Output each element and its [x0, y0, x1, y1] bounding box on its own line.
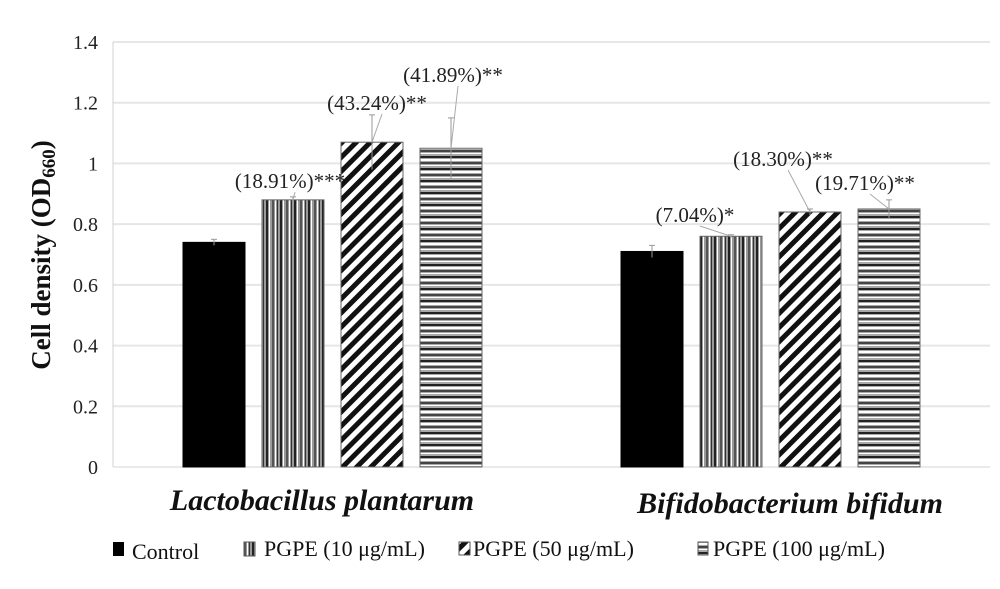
y-tick-label: 0.2: [73, 396, 98, 418]
bar-diagonal-0: [340, 141, 404, 468]
legend-item-pgpe-100: PGPE (100 μg/mL): [697, 536, 885, 561]
legend-item-pgpe-10: PGPE (10 μg/mL): [243, 536, 425, 561]
legend-label-pgpe-50: PGPE (50 μg/mL): [473, 536, 634, 561]
y-axis-label: Cell density (OD660): [26, 140, 60, 370]
category-label-lactobacillus: Lactobacillus plantarum: [169, 484, 474, 517]
bar-solid-0: [182, 241, 246, 468]
y-tick-label: 0: [88, 457, 98, 479]
bar-annotation: (7.04%)*: [656, 203, 735, 227]
y-tick-label: 1.4: [73, 32, 98, 54]
bar-vertical-1: [699, 235, 763, 468]
annotation-leader: [699, 225, 732, 237]
y-tick-label: 0.6: [73, 275, 98, 297]
legend-item-pgpe-50: PGPE (50 μg/mL): [458, 536, 634, 561]
annotation-leader: [787, 169, 811, 213]
y-tick-label: 0.8: [73, 214, 98, 236]
annotation-leader: [869, 193, 890, 210]
annotation-leader: [292, 191, 296, 200]
bar-solid-1: [620, 250, 684, 468]
legend-label-pgpe-10: PGPE (10 μg/mL): [264, 536, 425, 561]
bar-diagonal-1: [778, 211, 842, 468]
legend-item-control: Control: [113, 539, 199, 564]
bar-vertical-0: [261, 199, 325, 468]
bar-annotation: (18.30%)**: [733, 147, 833, 171]
y-tick-label: 1.2: [73, 93, 98, 115]
category-label-bifidobacterium: Bifidobacterium bifidum: [636, 487, 943, 520]
bar-annotation: (43.24%)**: [327, 91, 427, 115]
y-axis-ticks: 0 0.2 0.4 0.6 0.8 1 1.2 1.4: [73, 32, 98, 479]
legend-label-control: Control: [132, 539, 199, 564]
legend: Control PGPE (10 μg/mL) PGPE (50 μg/mL) …: [113, 536, 885, 564]
bar-annotation: (41.89%)**: [403, 63, 503, 87]
legend-swatch-pgpe-100: [697, 541, 709, 556]
y-tick-label: 1: [88, 153, 98, 175]
annotation-leader: [450, 85, 459, 149]
legend-swatch-control: [113, 542, 124, 556]
legend-swatch-pgpe-50: [458, 541, 471, 556]
bar-horizontal-0: [419, 147, 483, 468]
bar-horizontal-1: [857, 208, 921, 468]
legend-label-pgpe-100: PGPE (100 μg/mL): [713, 536, 885, 561]
bars: [182, 114, 921, 468]
y-tick-label: 0.4: [73, 336, 98, 358]
bar-annotation: (18.91%)***: [235, 169, 345, 193]
bar-annotation: (19.71%)**: [815, 171, 915, 195]
annotation-leader: [371, 113, 383, 143]
legend-swatch-pgpe-10: [243, 541, 256, 557]
bar-annotations: (18.91%)***(7.04%)*(43.24%)**(18.30%)**(…: [235, 63, 915, 237]
gridlines: [113, 41, 990, 468]
